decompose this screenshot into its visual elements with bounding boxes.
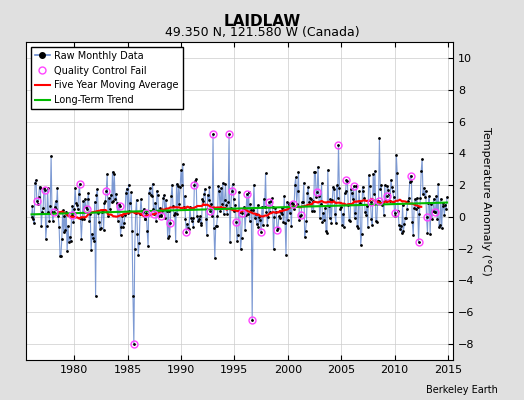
Text: Berkeley Earth: Berkeley Earth	[426, 385, 498, 395]
Text: LAIDLAW: LAIDLAW	[223, 14, 301, 29]
Legend: Raw Monthly Data, Quality Control Fail, Five Year Moving Average, Long-Term Tren: Raw Monthly Data, Quality Control Fail, …	[31, 47, 183, 109]
Text: 49.350 N, 121.580 W (Canada): 49.350 N, 121.580 W (Canada)	[165, 26, 359, 39]
Y-axis label: Temperature Anomaly (°C): Temperature Anomaly (°C)	[481, 127, 492, 275]
